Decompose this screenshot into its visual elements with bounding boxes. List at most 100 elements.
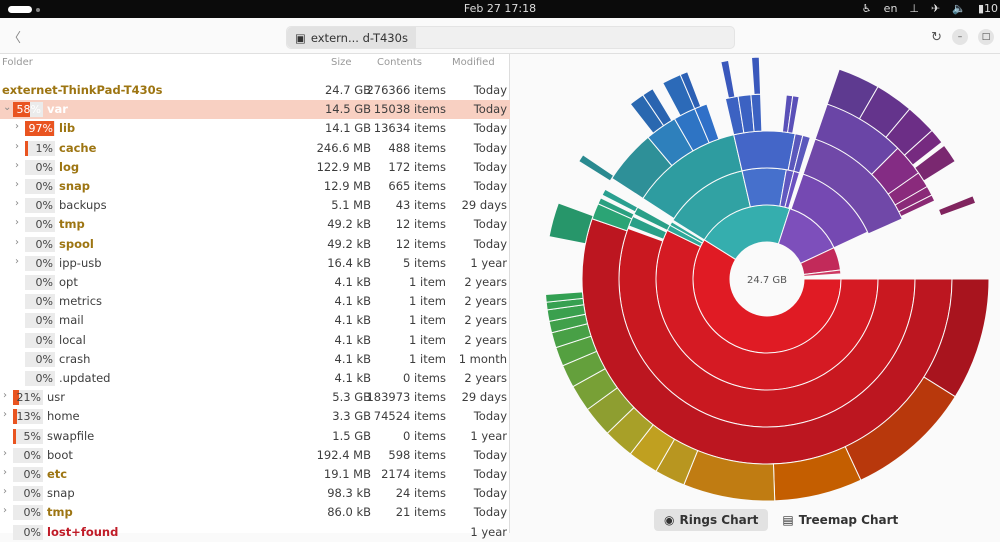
volume-icon[interactable]: 🔈 <box>952 2 966 15</box>
chevron-right-icon[interactable]: › <box>15 198 19 210</box>
column-folder[interactable]: Folder <box>2 57 33 68</box>
chevron-right-icon[interactable]: › <box>15 236 19 248</box>
chevron-right-icon[interactable]: › <box>15 255 19 267</box>
accessibility-icon[interactable]: ♿ <box>861 2 872 15</box>
back-button[interactable]: 〈 <box>8 31 22 46</box>
table-row[interactable]: externet-ThinkPad-T430s 24.7 GB 276366 ite… <box>0 81 510 100</box>
table-row[interactable]: ⌄ 58% var 14.5 GB 15038 items Today <box>0 100 510 120</box>
chevron-right-icon[interactable]: › <box>15 179 19 190</box>
chevron-right-icon[interactable]: › <box>15 159 19 171</box>
column-modified[interactable]: Modified <box>452 57 495 68</box>
ring-segment[interactable] <box>803 269 842 277</box>
rings-chart-pane: 24.7 GB ◉ Rings Chart ▤ Treemap Chart <box>511 54 1000 533</box>
ring-segment[interactable] <box>679 71 702 110</box>
percent-label: 0% <box>35 333 53 347</box>
table-row[interactable]: › 0% snap 12.9 MB 665 items Today <box>0 177 510 196</box>
treemap-chart-button[interactable]: ▤ Treemap Chart <box>772 509 908 531</box>
table-row[interactable]: 0% metrics 4.1 kB 1 item 2 years <box>0 292 510 311</box>
size-cell: 4.1 kB <box>334 351 372 366</box>
percent-bar: 0% <box>25 159 55 175</box>
language-indicator[interactable]: en <box>883 2 898 15</box>
chevron-right-icon[interactable]: › <box>15 217 19 229</box>
table-row[interactable]: › 0% snap 98.3 kB 24 items Today <box>0 484 510 503</box>
folder-name: snap <box>47 486 75 501</box>
ring-segment[interactable] <box>741 167 787 208</box>
table-row[interactable]: 0% local 4.1 kB 1 item 2 years <box>0 331 510 350</box>
percent-label: 0% <box>35 295 53 309</box>
clock[interactable]: Feb 27 17:18 <box>463 2 537 15</box>
folder-name: var <box>47 102 68 117</box>
column-contents[interactable]: Contents <box>377 57 422 68</box>
table-row[interactable]: › 0% log 122.9 MB 172 items Today <box>0 158 510 177</box>
table-row[interactable]: › 0% ipp-usb 16.4 kB 5 items 1 year <box>0 254 510 273</box>
ring-segment[interactable] <box>787 95 800 134</box>
ring-segment[interactable] <box>601 188 639 213</box>
ring-segment[interactable] <box>597 197 635 220</box>
table-row[interactable]: › 0% spool 49.2 kB 12 items Today <box>0 235 510 254</box>
table-row[interactable]: › 21% usr 5.3 GB 183973 items 29 days <box>0 388 510 407</box>
table-row[interactable]: 0% lost+found 1 year <box>0 523 510 542</box>
activities-button[interactable] <box>8 6 32 13</box>
chevron-right-icon[interactable]: › <box>3 390 7 402</box>
chevron-right-icon[interactable]: › <box>3 409 7 421</box>
table-row[interactable]: › 13% home 3.3 GB 74524 items Today <box>0 407 510 426</box>
minimize-button[interactable]: – <box>952 29 968 45</box>
chevron-right-icon[interactable]: › <box>3 486 7 498</box>
contents-cell: 276366 items <box>366 83 446 97</box>
location-crumb[interactable]: ▣ extern... d-T430s <box>287 27 416 48</box>
chevron-right-icon[interactable]: › <box>3 505 7 517</box>
ring-segment[interactable] <box>720 59 736 99</box>
percent-label: 0% <box>35 314 53 328</box>
table-row[interactable]: › 0% backups 5.1 MB 43 items 29 days <box>0 196 510 215</box>
airplane-icon[interactable]: ✈ <box>931 2 941 15</box>
percent-bar: 0% <box>13 524 43 540</box>
table-row[interactable]: › 0% etc 19.1 MB 2174 items Today <box>0 465 510 484</box>
ring-segment[interactable] <box>642 88 673 127</box>
network-icon[interactable]: ⊥ <box>909 2 920 15</box>
folder-name: swapfile <box>47 428 95 443</box>
size-cell: 14.5 GB <box>324 102 371 117</box>
ring-segment[interactable] <box>898 194 936 218</box>
table-row[interactable]: › 97% lib 14.1 GB 13634 items Today <box>0 119 510 138</box>
percent-bar: 0% <box>25 236 55 252</box>
modified-cell: 2 years <box>464 313 507 328</box>
chevron-down-icon[interactable]: ⌄ <box>3 102 12 114</box>
chevron-right-icon[interactable]: › <box>3 467 7 478</box>
table-row[interactable]: › 0% tmp 86.0 kB 21 items Today <box>0 503 510 522</box>
contents-cell: 488 items <box>388 140 446 155</box>
modified-cell: Today <box>473 409 507 424</box>
table-row[interactable]: › 0% boot 192.4 MB 598 items Today <box>0 446 510 465</box>
chevron-right-icon[interactable]: › <box>15 121 19 133</box>
ring-segment[interactable] <box>903 129 943 166</box>
column-size[interactable]: Size <box>331 57 352 68</box>
table-row[interactable]: 5% swapfile 1.5 GB 0 items 1 year <box>0 427 510 446</box>
refresh-icon[interactable]: ↻ <box>931 29 942 45</box>
ring-segment[interactable] <box>578 154 615 182</box>
table-row[interactable]: › 0% tmp 49.2 kB 12 items Today <box>0 215 510 234</box>
maximize-button[interactable]: □ <box>978 29 994 45</box>
ring-segment[interactable] <box>914 144 956 182</box>
ring-segment[interactable] <box>937 195 977 217</box>
ring-segment[interactable] <box>669 221 705 244</box>
chevron-right-icon[interactable]: › <box>3 447 7 459</box>
table-row[interactable]: › 1% cache 246.6 MB 488 items Today <box>0 139 510 158</box>
battery-icon[interactable]: ▮10 <box>977 2 998 15</box>
ring-segment[interactable] <box>545 291 584 303</box>
treemap-chart-label: Treemap Chart <box>798 513 899 527</box>
chevron-right-icon[interactable]: › <box>15 140 19 152</box>
ring-segment[interactable] <box>750 56 762 95</box>
table-row[interactable]: 0% opt 4.1 kB 1 item 2 years <box>0 273 510 292</box>
location-label: extern... d-T430s <box>310 30 408 45</box>
folder-tree[interactable]: Folder Size Contents Modified externet-T… <box>0 54 510 540</box>
table-row[interactable]: 0% crash 4.1 kB 1 item 1 month <box>0 350 510 369</box>
rings-chart[interactable]: 24.7 GB <box>511 54 1000 504</box>
modified-cell: Today <box>473 236 507 251</box>
rings-chart-button[interactable]: ◉ Rings Chart <box>654 509 769 531</box>
table-row[interactable]: 0% .updated 4.1 kB 0 items 2 years <box>0 369 510 388</box>
system-tray[interactable]: ♿ en ⊥ ✈ 🔈 ▮10 <box>862 2 998 15</box>
table-row[interactable]: 0% mail 4.1 kB 1 item 2 years <box>0 311 510 330</box>
ring-segment[interactable] <box>793 134 811 174</box>
location-bar[interactable]: ▣ extern... d-T430s <box>286 26 735 49</box>
ring-segment[interactable] <box>548 202 594 245</box>
ring-segment[interactable] <box>733 130 796 172</box>
